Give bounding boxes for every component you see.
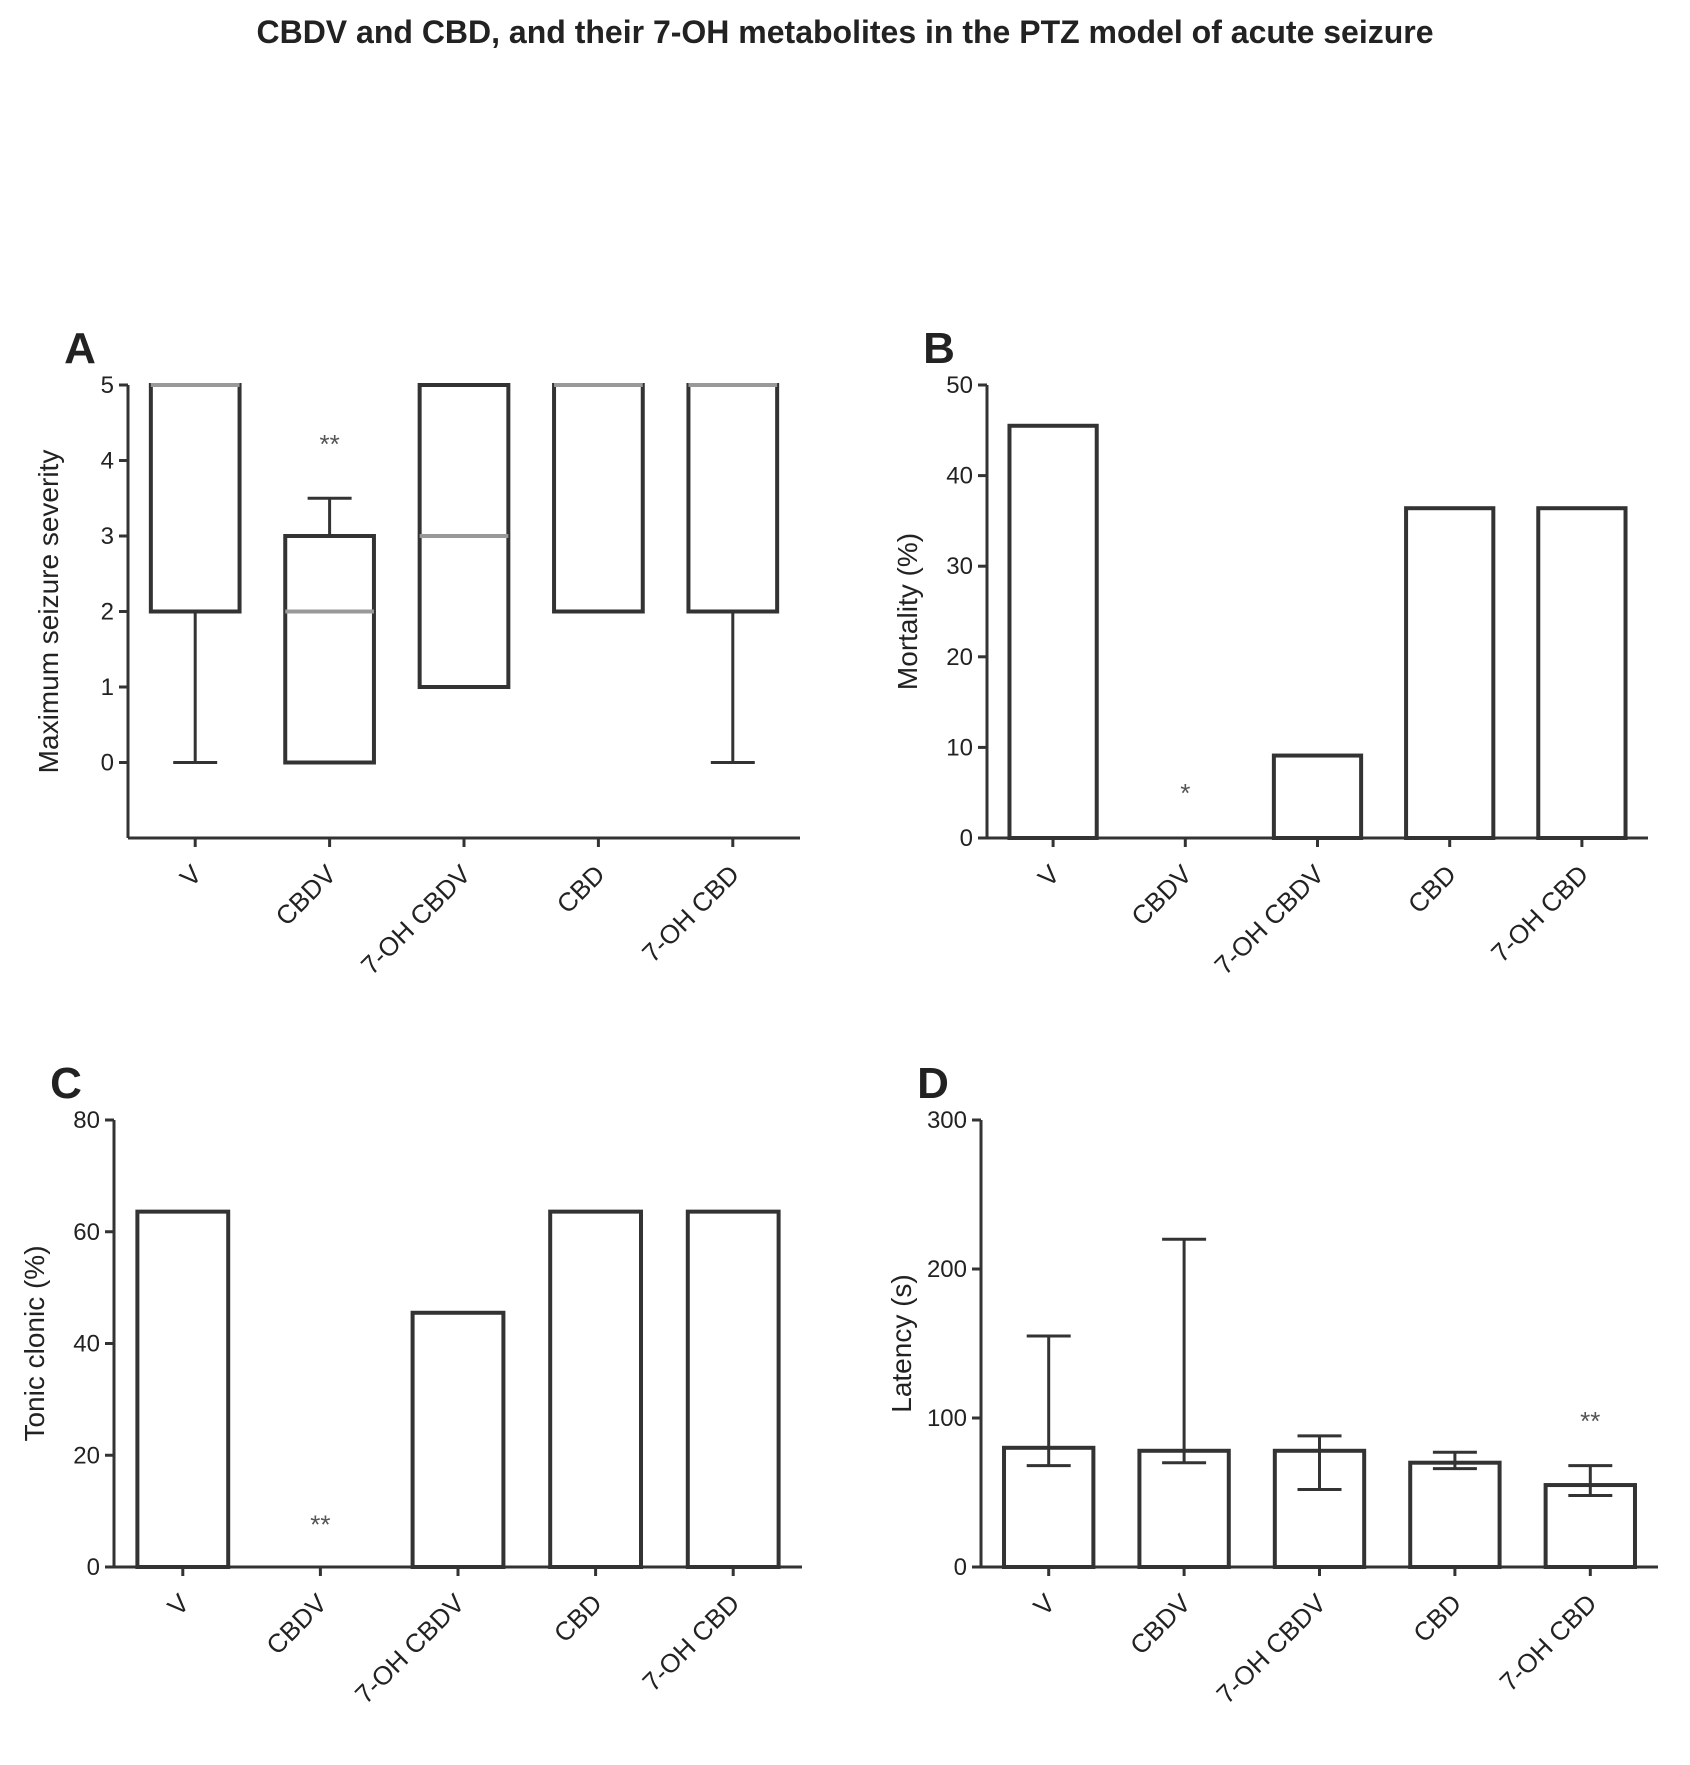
y-tick-label: 0 bbox=[87, 1554, 100, 1581]
bar bbox=[1271, 753, 1364, 841]
significance-marker: ** bbox=[310, 1509, 330, 1539]
bar bbox=[1536, 506, 1628, 840]
panel-letter: A bbox=[64, 324, 96, 373]
box bbox=[552, 383, 645, 614]
x-tick-label: CBDV bbox=[260, 1588, 333, 1661]
y-tick-label: 20 bbox=[946, 644, 973, 671]
x-tick-label: CBD bbox=[551, 859, 611, 919]
y-tick-label: 40 bbox=[73, 1331, 100, 1358]
x-tick-label: CBDV bbox=[1125, 859, 1198, 932]
bar bbox=[1007, 423, 1099, 840]
y-tick-label: 60 bbox=[73, 1219, 100, 1246]
x-tick-label: V bbox=[1027, 1588, 1061, 1622]
y-tick-label: 30 bbox=[946, 553, 973, 580]
panel-letter: C bbox=[50, 1059, 82, 1108]
bar bbox=[685, 1209, 781, 1569]
y-tick-label: 200 bbox=[927, 1256, 967, 1283]
y-tick-label: 80 bbox=[73, 1107, 100, 1134]
bar bbox=[1404, 506, 1496, 840]
x-tick-label: 7-OH CBDV bbox=[1210, 1588, 1332, 1710]
x-tick-label: 7-OH CBDV bbox=[349, 1588, 471, 1710]
x-tick-label: V bbox=[1032, 859, 1066, 893]
significance-marker: ** bbox=[1580, 1406, 1600, 1436]
y-tick-label: 0 bbox=[101, 750, 114, 777]
bar bbox=[1137, 1448, 1231, 1570]
y-tick-label: 100 bbox=[927, 1405, 967, 1432]
bar bbox=[135, 1209, 231, 1569]
y-tick-label: 1 bbox=[101, 674, 114, 701]
significance-marker: ** bbox=[319, 429, 339, 459]
y-tick-label: 4 bbox=[101, 448, 114, 475]
x-tick-label: CBD bbox=[1402, 859, 1462, 919]
box bbox=[148, 383, 242, 614]
x-tick-label: V bbox=[162, 1588, 196, 1622]
bar bbox=[1408, 1460, 1502, 1569]
panel-letter: D bbox=[917, 1059, 949, 1108]
panel-d: D 0 100 200 300 Latency (s) V CBDV 7-OH CBDV CBD 7… bbox=[886, 1059, 1658, 1709]
x-tick-label: CBD bbox=[1407, 1588, 1467, 1648]
y-tick-label: 10 bbox=[946, 734, 973, 761]
x-tick-label: 7-OH CBD bbox=[1493, 1588, 1602, 1697]
y-axis-label: Maximum seizure severity bbox=[33, 450, 64, 774]
box bbox=[686, 383, 780, 614]
y-axis-label: Latency (s) bbox=[886, 1274, 917, 1413]
x-tick-label: CBD bbox=[548, 1588, 608, 1648]
y-tick-label: 20 bbox=[73, 1442, 100, 1469]
x-tick-label: CBDV bbox=[270, 859, 343, 932]
y-tick-label: 2 bbox=[101, 599, 114, 626]
y-tick-label: 0 bbox=[960, 825, 973, 852]
y-tick-label: 0 bbox=[954, 1554, 967, 1581]
y-tick-label: 40 bbox=[946, 463, 973, 490]
x-tick-label: 7-OH CBD bbox=[636, 1588, 745, 1697]
x-tick-label: CBDV bbox=[1124, 1588, 1197, 1661]
x-tick-label: 7-OH CBD bbox=[636, 859, 745, 968]
panel-b: B 0 10 20 30 40 50 Mortality (%) V CBDV 7-OH CBDV C… bbox=[892, 324, 1648, 980]
bar bbox=[410, 1310, 506, 1570]
x-tick-label: 7-OH CBDV bbox=[355, 859, 477, 981]
y-axis-label: Tonic clonic (%) bbox=[19, 1245, 50, 1441]
page-title: CBDV and CBD, and their 7-OH metabolites… bbox=[256, 14, 1434, 50]
y-tick-label: 50 bbox=[946, 372, 973, 399]
panel-letter: B bbox=[923, 324, 955, 373]
y-tick-label: 3 bbox=[101, 523, 114, 550]
significance-marker: * bbox=[1180, 778, 1190, 808]
x-tick-label: V bbox=[174, 859, 208, 893]
bar bbox=[548, 1209, 644, 1569]
panel-c: C 0 20 40 60 80 Tonic clonic (%) V CBDV 7-OH CBDV… bbox=[19, 1059, 802, 1709]
x-tick-label: 7-OH CBD bbox=[1485, 859, 1594, 968]
bar bbox=[1543, 1483, 1637, 1570]
x-tick-label: 7-OH CBDV bbox=[1208, 859, 1330, 981]
y-tick-label: 300 bbox=[927, 1107, 967, 1134]
box bbox=[283, 534, 376, 765]
y-tick-label: 5 bbox=[101, 372, 114, 399]
y-axis-label: Mortality (%) bbox=[892, 533, 923, 690]
